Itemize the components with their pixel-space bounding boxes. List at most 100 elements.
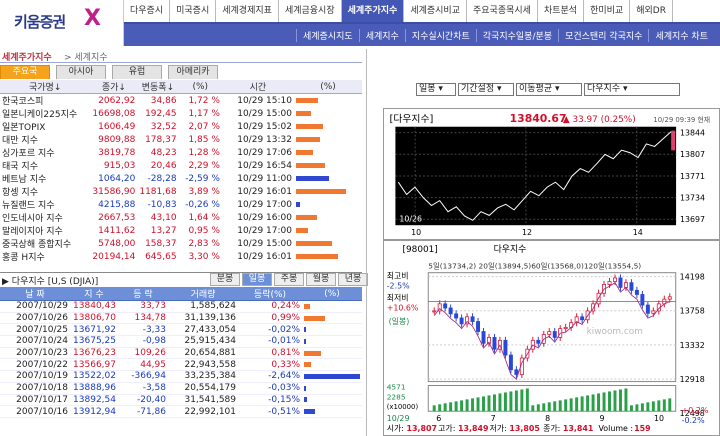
percent-bar-cell bbox=[294, 198, 362, 211]
table-row[interactable]: 말레이지아 지수 1411,62 13,27 0,95 % 10/29 17:00 bbox=[0, 224, 362, 237]
subnav-item[interactable]: 각국지수일봉/분봉 bbox=[475, 28, 558, 42]
candle bbox=[591, 303, 596, 312]
nav-item[interactable]: 주요국종목시세 bbox=[467, 0, 538, 22]
period-tab[interactable]: 월봉 bbox=[306, 273, 336, 286]
nav-item[interactable]: 차트분석 bbox=[538, 0, 585, 22]
volume-value: 31,541,589 bbox=[168, 394, 238, 407]
column-header[interactable]: 거래량 bbox=[168, 287, 238, 301]
table-row[interactable]: 2007/10/23 13676,23 109,26 20,654,881 0,81% bbox=[0, 347, 362, 360]
change-percent: -2,64% bbox=[238, 370, 302, 383]
period-tab[interactable]: 년봉 bbox=[338, 273, 368, 286]
index-name[interactable]: 뉴질랜드 지수 bbox=[2, 201, 55, 211]
column-header[interactable]: 지 수 bbox=[70, 287, 118, 301]
column-header[interactable]: 등 락 bbox=[118, 287, 168, 301]
table-row[interactable]: 2007/10/18 13888,96 -3,58 20,554,179 -0,03% bbox=[0, 382, 362, 395]
subnav-item[interactable]: 세계지수 bbox=[358, 28, 405, 42]
index-name[interactable]: 베트남 지수 bbox=[2, 175, 47, 185]
subnav-item[interactable]: 세계증시지도 bbox=[296, 28, 359, 42]
period-tab[interactable]: 일봉 bbox=[242, 273, 272, 286]
table-row[interactable]: 인도네시아 지수 2667,53 43,10 1,64 % 10/29 16:00 bbox=[0, 211, 362, 224]
table-row[interactable]: 2007/10/25 13671,92 -3,33 27,433,054 -0,02% bbox=[0, 323, 362, 337]
region-tab[interactable]: 주요국 bbox=[0, 65, 50, 79]
column-header[interactable]: 등락(%) bbox=[238, 287, 302, 301]
index-name[interactable]: 일본TOPIX bbox=[2, 123, 46, 133]
index-select[interactable]: 다우지수 ▾ bbox=[584, 83, 680, 96]
index-name[interactable]: 대만 지수 bbox=[2, 136, 38, 146]
column-header[interactable]: 종가↓ bbox=[90, 80, 138, 94]
index-name[interactable]: 홍콩 H지수 bbox=[2, 253, 45, 263]
column-header[interactable]: 날 짜 bbox=[0, 287, 70, 301]
date-value: 2007/10/17 bbox=[0, 394, 70, 407]
index-name[interactable]: 태국 지수 bbox=[2, 162, 38, 172]
index-name[interactable]: 항셍 지수 bbox=[2, 188, 38, 198]
period-select-value: 일봉 bbox=[419, 84, 436, 94]
percent-bar-cell bbox=[302, 382, 362, 395]
nav-item[interactable]: 다우증시 bbox=[124, 0, 171, 22]
table-row[interactable]: 2007/10/24 13675,25 -0,98 25,915,434 -0,01% bbox=[0, 335, 362, 348]
region-tab[interactable]: 유럽 bbox=[112, 65, 162, 79]
index-name[interactable]: 일본니케이225지수 bbox=[2, 110, 78, 120]
table-row[interactable]: 2007/10/29 13840,43 33,73 1,585,624 0,24% bbox=[0, 300, 362, 313]
index-name[interactable]: 중국상해 종합지수 bbox=[2, 240, 72, 250]
candle bbox=[640, 294, 645, 306]
index-name[interactable]: 싱가포르 지수 bbox=[2, 149, 55, 159]
region-tab[interactable]: 아메리카 bbox=[168, 65, 218, 79]
nav-item[interactable]: 세계금융시장 bbox=[279, 0, 342, 22]
period-tab[interactable]: 주봉 bbox=[274, 273, 304, 286]
volume-bar bbox=[613, 390, 617, 412]
column-header[interactable]: (%) bbox=[293, 80, 362, 94]
index-select-value: 다우지수 bbox=[587, 84, 621, 94]
table-row[interactable]: 한국코스피 2062,92 34,86 1,72 % 10/29 15:10 bbox=[0, 94, 362, 107]
volume-bar bbox=[618, 389, 622, 412]
table-row[interactable]: 2007/10/26 13806,70 134,78 31,139,136 0,99% bbox=[0, 312, 362, 325]
index-name[interactable]: 한국코스피 bbox=[2, 97, 44, 107]
column-header[interactable]: (%) bbox=[302, 287, 362, 301]
table-row[interactable]: 2007/10/17 13892,54 -20,40 31,541,589 -0,15% bbox=[0, 394, 362, 407]
region-tab[interactable]: 아시아 bbox=[56, 65, 106, 79]
table-row[interactable]: 일본TOPIX 1606,49 32,52 2,07 % 10/29 15:02 bbox=[0, 120, 362, 133]
range-select[interactable]: 기간설정 ▾ bbox=[458, 83, 514, 96]
volume-bar bbox=[662, 399, 666, 412]
nav-item[interactable]: 세계증시비교 bbox=[404, 0, 467, 22]
nav-item[interactable]: 세계주가지수 bbox=[341, 0, 405, 22]
table-row[interactable]: 대만 지수 9809,88 178,37 1,85 % 10/29 13:32 bbox=[0, 133, 362, 146]
table-row[interactable]: 항셍 지수 31586,90 1181,68 3,89 % 10/29 16:01 bbox=[0, 185, 362, 198]
nav-item[interactable]: 한미비교 bbox=[584, 0, 631, 22]
subnav-item[interactable]: 세계지수 차트 bbox=[648, 28, 714, 42]
candle bbox=[448, 307, 453, 315]
mode-label: (일봉) bbox=[389, 317, 410, 326]
nav-item[interactable]: 세계경제지표 bbox=[216, 0, 279, 22]
percent-bar bbox=[295, 228, 308, 233]
table-row[interactable]: 베트남 지수 1064,20 -28,28 -2,59 % 10/29 11:00 bbox=[0, 172, 362, 185]
subnav-item[interactable]: 모건스탠리 각국지수 bbox=[558, 28, 648, 42]
period-tab[interactable]: 분봉 bbox=[210, 273, 240, 286]
column-header[interactable]: 시간 bbox=[221, 80, 294, 94]
index-name[interactable]: 말레이지아 지수 bbox=[2, 227, 63, 237]
period-select[interactable]: 일봉 ▾ bbox=[416, 83, 456, 96]
candle bbox=[547, 331, 552, 335]
table-row[interactable]: 일본니케이225지수 16698,08 192,45 1,17 % 10/29 15:0… bbox=[0, 107, 362, 120]
nav-item[interactable]: 해외DR bbox=[630, 0, 673, 22]
column-header[interactable]: 국가명↓ bbox=[0, 80, 91, 94]
table-row[interactable]: 중국상해 종합지수 5748,00 158,37 2,83 % 10/29 15:00 bbox=[0, 237, 362, 250]
nav-item[interactable]: 미국증시 bbox=[170, 0, 217, 22]
subnav-item[interactable]: 지수실시간차트 bbox=[404, 28, 476, 42]
table-row[interactable]: 태국 지수 915,03 20,46 2,29 % 10/29 16:54 bbox=[0, 159, 362, 172]
change-percent: 0,95 % bbox=[188, 225, 220, 236]
percent-bar bbox=[304, 397, 307, 403]
change-value: 48,23 bbox=[150, 147, 177, 158]
table-row[interactable]: 2007/10/22 13566,97 44,95 22,943,558 0,33% bbox=[0, 358, 362, 372]
table-row[interactable]: 뉴질랜드 지수 4215,88 -10,83 -0,26 % 10/29 17:00 bbox=[0, 198, 362, 211]
dow-section-title: ▶ 다우지수 [U,S (DJIA)] bbox=[2, 277, 99, 287]
table-row[interactable]: 홍콩 H지수 20194,14 645,65 3,30 % 10/29 16:01 bbox=[0, 250, 362, 263]
ma-select[interactable]: 이동평균 ▾ bbox=[516, 83, 582, 96]
column-header[interactable]: (%) bbox=[178, 80, 222, 94]
time-value: 10/29 16:01 bbox=[237, 251, 292, 262]
table-row[interactable]: 싱가포르 지수 3819,78 48,23 1,28 % 10/29 17:06 bbox=[0, 146, 362, 159]
chart1-ytick: 13844 bbox=[680, 129, 705, 138]
table-row[interactable]: 2007/10/16 13912,94 -71,86 22,992,101 -0,51% bbox=[0, 405, 362, 418]
logo[interactable]: 키움증권 X bbox=[0, 0, 124, 46]
index-name[interactable]: 인도네시아 지수 bbox=[2, 214, 63, 224]
table-row[interactable]: 2007/10/19 13522,02 -366,94 33,235,384 -2,64… bbox=[0, 370, 362, 383]
column-header[interactable]: 변동폭↓ bbox=[137, 80, 179, 94]
